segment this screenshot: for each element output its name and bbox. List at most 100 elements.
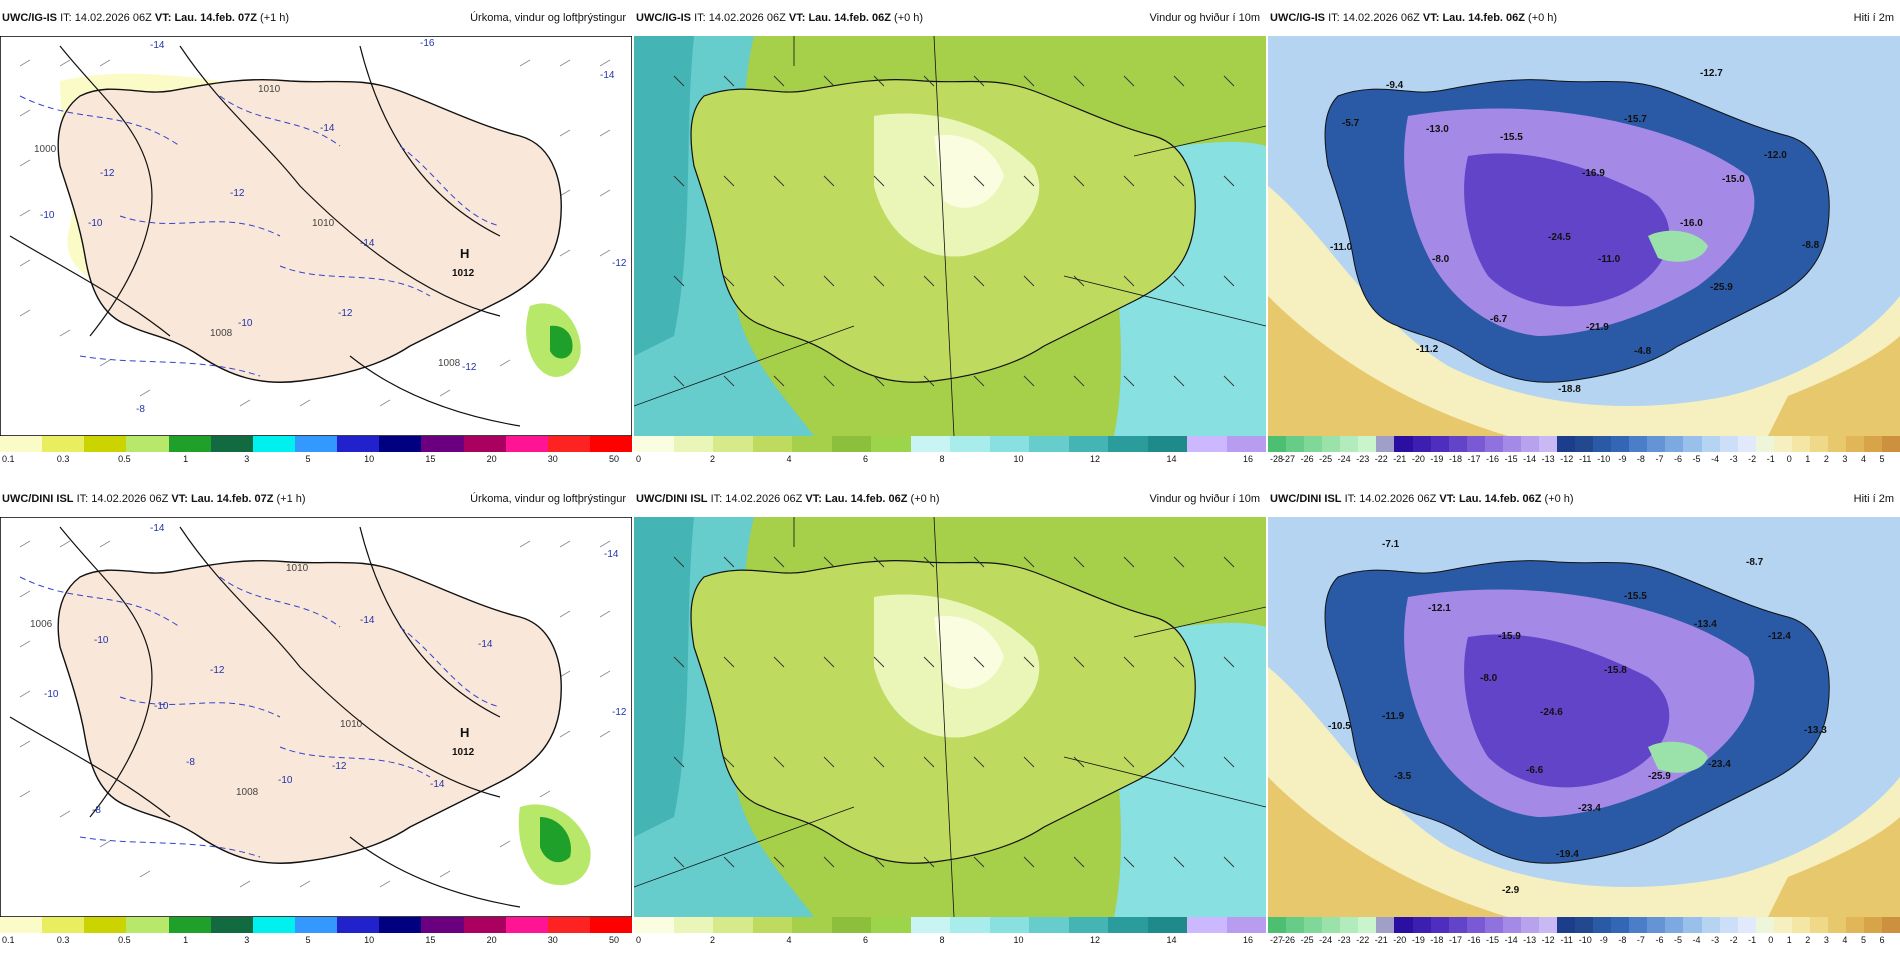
vt-label: VT: <box>154 12 172 24</box>
map-label: -14 <box>150 40 165 51</box>
colorbar-swatch <box>871 917 911 933</box>
map-label: -18.8 <box>1558 384 1581 395</box>
init-time: 14.02.2026 06Z <box>91 493 169 505</box>
map-label: -14 <box>478 639 493 650</box>
colorbar-swatch <box>505 436 548 452</box>
map-label: 1010 <box>340 719 363 730</box>
colorbar-tick-label: 12 <box>1089 454 1101 464</box>
colorbar-swatch <box>1147 917 1187 933</box>
colorbar-tick-label: 10 <box>364 454 375 464</box>
colorbar-tick-label: -23 <box>1356 454 1370 464</box>
colorbar-swatch <box>1827 917 1846 933</box>
map-label: -23.4 <box>1578 803 1601 814</box>
map-label: -19.4 <box>1556 849 1579 860</box>
colorbar-tick-label: 50 <box>608 935 620 945</box>
colorbar-swatch <box>1755 436 1774 452</box>
colorbar-tick-label: 8 <box>939 454 945 464</box>
colorbar-ticks: 0.1 0.3 0.5 1 3 5 10 15 20 30 50 <box>0 452 632 468</box>
map-label: -12 <box>612 707 627 718</box>
colorbar-tick-label: 8 <box>939 935 945 945</box>
map-label: -12 <box>100 168 115 179</box>
calm-interior <box>934 616 1004 689</box>
colorbar-tick-label: -10 <box>1578 935 1592 945</box>
colorbar <box>634 917 1266 933</box>
map-label: -25.9 <box>1710 282 1733 293</box>
colorbar-tick-label: -11 <box>1579 454 1592 464</box>
colorbar-tick-label: 2 <box>1805 935 1811 945</box>
colorbar-swatch <box>1358 917 1377 933</box>
panel-precip-dini: UWC/DINI ISL IT: 14.02.2026 06Z VT: Lau.… <box>0 481 633 956</box>
colorbar-swatch <box>792 917 832 933</box>
colorbar-tick-label: -13 <box>1523 935 1537 945</box>
colorbar-tick-label: 0.5 <box>118 935 131 945</box>
colorbar-tick-label: -14 <box>1523 454 1537 464</box>
map-label: -3.5 <box>1394 771 1412 782</box>
colorbar-swatch <box>1394 436 1413 452</box>
colorbar-tick-label: 10 <box>1013 935 1024 945</box>
colorbar-tick-label: -7 <box>1655 454 1664 464</box>
map-label: -12 <box>230 188 245 199</box>
colorbar-swatch <box>1226 917 1266 933</box>
map-label: -16.0 <box>1680 218 1703 229</box>
map-label: -5.7 <box>1342 118 1360 129</box>
colorbar-tick-label: -19 <box>1430 454 1444 464</box>
colorbar-swatch <box>1502 436 1521 452</box>
map-label: -16 <box>420 38 435 49</box>
colorbar-swatch <box>1376 917 1395 933</box>
map-label: -14 <box>604 549 619 560</box>
colorbar-swatch <box>1520 436 1539 452</box>
colorbar-tick-label: 14 <box>1166 454 1177 464</box>
map-label: -13.4 <box>1694 619 1717 630</box>
colorbar-swatch <box>1683 436 1702 452</box>
warm-sea-zone <box>1768 336 1900 436</box>
colorbar-swatch <box>1187 917 1227 933</box>
lead-time: (+1 h) <box>260 12 290 24</box>
map-label: 1012 <box>452 747 475 758</box>
colorbar-tick-label: 1 <box>1805 454 1811 464</box>
colorbar-swatch <box>1665 917 1684 933</box>
panel-header: UWC/DINI ISL IT: 14.02.2026 06Z VT: Lau.… <box>634 481 1266 517</box>
header-left: UWC/IG-IS IT: 14.02.2026 06Z VT: Lau. 14… <box>1268 12 1557 24</box>
colorbar-swatch <box>252 917 295 933</box>
colorbar-tick-label: 10 <box>364 935 375 945</box>
colorbar-swatch <box>1448 917 1467 933</box>
colorbar-swatch <box>950 917 990 933</box>
precip-map: -14 -16 -14 -14 -12 -10 -10 -12 -14 -12 … <box>0 36 632 436</box>
header-left: UWC/DINI ISL IT: 14.02.2026 06Z VT: Lau.… <box>634 493 940 505</box>
map-label: -8.0 <box>1432 254 1450 265</box>
colorbar-swatch <box>1322 436 1341 452</box>
colorbar-swatch <box>1430 436 1449 452</box>
colorbar-tick-label: -21 <box>1393 454 1407 464</box>
colorbar-swatch <box>589 436 633 452</box>
colorbar-swatch <box>168 436 211 452</box>
colorbar-tick-label: -10 <box>1597 454 1611 464</box>
colorbar-swatch <box>1068 436 1108 452</box>
colorbar-tick-label: 20 <box>486 935 497 945</box>
colorbar-tick-label: -14 <box>1504 935 1518 945</box>
vt-label: VT: <box>805 493 822 505</box>
panel-precip-igis: UWC/IG-IS IT: 14.02.2026 06Z VT: Lau. 14… <box>0 0 633 475</box>
colorbar-tick-label: 3 <box>1842 454 1848 464</box>
isobars <box>9 526 521 908</box>
colorbar-tick-label: 50 <box>608 454 620 464</box>
colorbar-swatch <box>1647 917 1666 933</box>
colorbar-swatch <box>1773 917 1792 933</box>
colorbar-swatch <box>1340 917 1359 933</box>
colorbar-tick-label: 30 <box>547 935 558 945</box>
colorbar-swatch <box>1448 436 1467 452</box>
map-label: -10 <box>278 775 293 786</box>
warm-sea-zone <box>1268 777 1508 917</box>
map-label: -10 <box>40 210 55 221</box>
colorbar-tick-label: 5 <box>305 454 311 464</box>
colorbar-tick-label: -6 <box>1655 935 1664 945</box>
map-labels: -7.1 -8.7 -12.1 -15.5 -15.9 -13.4 -12.4 … <box>1328 539 1827 896</box>
map-label: -15.0 <box>1722 174 1745 185</box>
colorbar-swatch <box>1268 436 1287 452</box>
map-label: -8 <box>136 404 145 415</box>
valid-time: Lau. 14.feb. 06Z <box>1458 493 1542 505</box>
colorbar-swatch <box>1809 436 1828 452</box>
colorbar-swatch <box>1864 917 1883 933</box>
colorbar-tick-label: -12 <box>1560 454 1574 464</box>
colorbar-swatch <box>792 436 832 452</box>
map-label: H <box>460 246 469 261</box>
